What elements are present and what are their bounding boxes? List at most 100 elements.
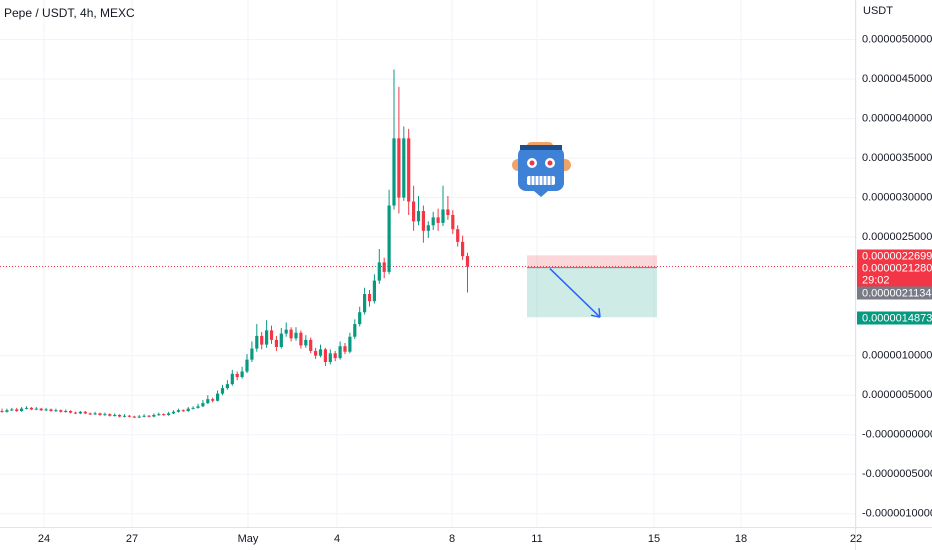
currency-label: USDT (863, 5, 893, 17)
candle-body (431, 217, 435, 226)
candle-body (113, 414, 117, 416)
candle-body (441, 209, 445, 223)
candle-body (426, 225, 430, 231)
y-tick-label: 0.0000035000 (862, 152, 932, 164)
x-tick-label: 8 (449, 533, 455, 545)
candle-body (250, 348, 254, 360)
candle-body (240, 371, 244, 378)
candle-body (412, 201, 416, 222)
candle-body (69, 411, 73, 413)
candle-body (29, 407, 33, 410)
candle-body (230, 373, 234, 385)
price-tag (857, 286, 932, 300)
candle-body (304, 339, 308, 346)
candle-body (338, 346, 342, 359)
candle-body (465, 256, 470, 267)
candle-body (461, 241, 465, 257)
candle-body (220, 388, 225, 394)
candle-body (122, 415, 127, 417)
candle-body (147, 415, 151, 417)
price-tag (857, 249, 932, 263)
candle-body (407, 138, 411, 202)
x-tick-label: May (238, 533, 259, 545)
candle-body (416, 211, 421, 222)
x-tick-label: 15 (648, 533, 660, 545)
candle-body (5, 410, 9, 412)
candle-body (186, 408, 190, 412)
candle-body (44, 409, 48, 411)
candle-body (235, 373, 239, 378)
candle-body (132, 416, 136, 418)
candle-body (260, 335, 264, 345)
candle-body (206, 399, 210, 404)
candle-body (216, 393, 220, 401)
candle-body (103, 414, 107, 416)
candle-body (167, 413, 171, 415)
candle-body (456, 229, 460, 242)
candle-body (196, 406, 200, 408)
candle-body (20, 408, 24, 412)
candle-body (421, 211, 425, 231)
candle-body (34, 408, 38, 410)
candle-body (382, 262, 386, 272)
candle-body (15, 409, 19, 412)
candle-body (309, 339, 313, 351)
candle-body (137, 416, 141, 418)
candle-body (387, 205, 391, 272)
candle-body (274, 339, 278, 347)
y-tick-label: 0.0000030000 (862, 192, 932, 204)
candle-body (402, 138, 406, 198)
price-tag-label: 0.0000022699 (862, 250, 932, 262)
candle-body (93, 413, 97, 415)
candle-body (88, 413, 92, 415)
candle-body (451, 214, 455, 230)
candle-body (10, 409, 14, 411)
candle-body (269, 330, 274, 340)
candle-body (39, 408, 43, 411)
candle-body (127, 415, 131, 417)
candle-body (255, 335, 259, 349)
candle-body (348, 336, 352, 352)
x-tick-label: 11 (531, 533, 542, 545)
candle-body (377, 262, 381, 281)
candle-body (343, 346, 347, 352)
countdown: 29:02 (862, 274, 890, 286)
y-tick-label: 0.0000010000 (862, 350, 932, 362)
candle-body (157, 414, 161, 416)
y-tick-label: 0.0000025000 (862, 231, 932, 243)
y-tick-label: 0.0000040000 (862, 112, 932, 124)
candle-body (318, 349, 323, 356)
candle-body (372, 280, 376, 302)
x-tick-label: 22 (850, 533, 862, 545)
candle-body (78, 411, 82, 414)
candle-body (191, 407, 195, 409)
price-tag-label: 0.0000021280 (862, 262, 932, 274)
candle-body (176, 410, 180, 412)
candle-body (446, 209, 450, 215)
candle-body (73, 412, 78, 414)
candle-body (363, 294, 367, 313)
candle-body (397, 138, 401, 198)
price-tag-label: 0.0000021134 (862, 287, 932, 299)
candle-body (299, 332, 303, 346)
y-tick-label: 0.0000045000 (862, 73, 932, 85)
candle-body (201, 403, 205, 407)
candle-body (24, 407, 29, 409)
candle-body (358, 312, 362, 325)
candle-body (225, 384, 229, 389)
candle-body (284, 329, 288, 334)
candles (0, 69, 470, 419)
candle-body (392, 138, 396, 206)
candle-body (83, 411, 87, 414)
y-tick-label: -0.0000010000 (862, 508, 932, 520)
stop-zone (527, 255, 657, 268)
candle-body (54, 410, 58, 412)
candle-body (64, 411, 68, 413)
candle-body (142, 415, 146, 417)
candle-body (171, 411, 176, 414)
candle-body (181, 410, 185, 412)
candle-body (333, 353, 337, 359)
